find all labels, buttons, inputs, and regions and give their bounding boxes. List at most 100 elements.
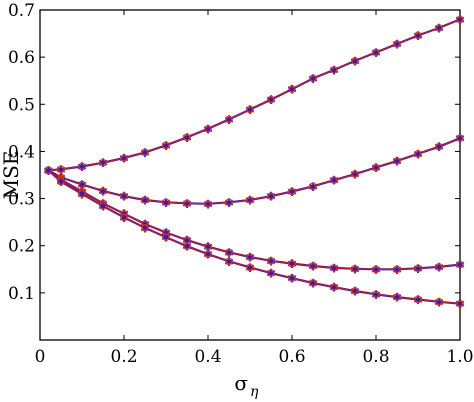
data-point-star: ✱	[245, 103, 255, 117]
data-point-star: ✱	[77, 160, 87, 174]
data-point-circle	[225, 198, 233, 207]
data-point-circle	[309, 279, 317, 287]
x-tick-label: 0.4	[194, 347, 221, 367]
data-point-circle	[414, 149, 422, 158]
data-point-star: ✱	[455, 132, 465, 146]
data-point-circle	[330, 283, 338, 292]
data-point-circle	[393, 40, 401, 48]
data-point-circle	[99, 202, 107, 210]
data-point-star: ✱	[56, 175, 66, 189]
data-point-star: ✱	[329, 174, 339, 188]
data-point-star: ✱	[56, 173, 66, 187]
data-point-star: ✱	[308, 276, 318, 290]
data-point-star: ✱	[371, 288, 381, 302]
data-point-star: ✱	[266, 254, 276, 268]
data-point-circle	[288, 274, 296, 283]
y-tick-label: 0.3	[8, 190, 35, 210]
data-point-circle	[99, 199, 107, 208]
data-point-circle	[78, 180, 86, 189]
data-point-star: ✱	[224, 113, 234, 127]
data-point-star: ✱	[43, 164, 53, 178]
data-point-circle	[435, 263, 443, 271]
y-tick-label: 0.1	[8, 284, 35, 304]
data-point-circle	[57, 165, 65, 174]
data-point-circle	[141, 220, 149, 228]
data-point-star: ✱	[245, 261, 255, 275]
data-point-circle	[120, 213, 128, 222]
data-point-star: ✱	[203, 248, 213, 262]
data-point-circle	[288, 85, 296, 94]
data-point-circle	[57, 173, 65, 182]
data-point-star: ✱	[98, 185, 108, 199]
data-point-circle	[393, 265, 401, 274]
data-point-circle	[267, 269, 275, 277]
data-point-star: ✱	[140, 146, 150, 160]
data-point-star: ✱	[98, 156, 108, 170]
data-point-star: ✱	[392, 37, 402, 51]
data-point-star: ✱	[308, 72, 318, 86]
data-point-star: ✱	[182, 131, 192, 145]
data-point-circle	[204, 242, 212, 251]
data-point-star: ✱	[287, 83, 297, 97]
data-point-circle	[309, 262, 317, 270]
series-line-overlay-4	[48, 169, 461, 305]
data-point-circle	[225, 257, 233, 266]
series-markers: ✱ ✱ ✱ ✱ ✱ ✱ ✱ ✱ ✱ ✱ ✱ ✱ ✱ ✱ ✱ ✱ ✱ ✱ ✱ ✱ ✱ ✱ ✱ ✱ ✱ ✱ ✱ ✱ ✱ ✱ ✱ ✱ ✱ ✱ ✱ ✱ ✱ ✱ ✱ ✱…	[43, 13, 465, 311]
data-point-circle	[246, 196, 254, 204]
data-point-star: ✱	[182, 234, 192, 248]
data-point-circle	[78, 187, 86, 196]
data-point-star: ✱	[224, 196, 234, 210]
data-point-circle	[288, 187, 296, 196]
data-point-circle	[309, 74, 317, 83]
y-tick-label: 0.7	[8, 1, 35, 21]
data-point-star: ✱	[43, 164, 53, 178]
data-point-star: ✱	[161, 139, 171, 153]
data-point-star: ✱	[98, 200, 108, 214]
data-point-circle	[162, 141, 170, 150]
data-point-circle	[141, 196, 149, 204]
data-point-star: ✱	[266, 190, 276, 204]
data-point-circle	[393, 157, 401, 165]
data-point-circle	[372, 265, 380, 274]
data-point-star: ✱	[371, 46, 381, 60]
data-point-circle	[78, 190, 86, 198]
data-point-circle	[393, 293, 401, 301]
data-point-star: ✱	[308, 180, 318, 194]
data-point-star: ✱	[77, 187, 87, 201]
data-point-star: ✱	[413, 29, 423, 43]
data-point-star: ✱	[56, 163, 66, 177]
data-point-circle	[267, 95, 275, 104]
data-point-star: ✱	[434, 21, 444, 35]
data-point-star: ✱	[455, 258, 465, 272]
data-point-star: ✱	[119, 211, 129, 225]
data-point-star: ✱	[329, 281, 339, 295]
data-point-star: ✱	[245, 251, 255, 265]
data-point-circle	[351, 265, 359, 273]
data-point-star: ✱	[434, 140, 444, 154]
data-point-circle	[204, 199, 212, 208]
data-point-star: ✱	[287, 257, 297, 271]
data-point-circle	[372, 48, 380, 57]
data-point-circle	[372, 163, 380, 172]
data-point-star: ✱	[392, 291, 402, 305]
data-point-circle	[330, 66, 338, 74]
data-point-star: ✱	[182, 197, 192, 211]
data-point-star: ✱	[371, 263, 381, 277]
data-point-circle	[456, 260, 464, 269]
data-point-star: ✱	[224, 246, 234, 260]
data-point-star: ✱	[287, 272, 297, 286]
data-point-star: ✱	[455, 297, 465, 311]
x-tick-label: 0.2	[110, 347, 137, 367]
data-point-star: ✱	[182, 240, 192, 254]
data-point-star: ✱	[413, 293, 423, 307]
data-point-circle	[246, 253, 254, 261]
data-point-circle	[225, 115, 233, 124]
data-point-circle	[330, 264, 338, 272]
data-point-circle	[330, 176, 338, 184]
x-tick-label: 0.8	[362, 347, 389, 367]
series-line-overlay-2	[48, 137, 461, 205]
data-point-star: ✱	[203, 122, 213, 136]
data-point-star: ✱	[308, 259, 318, 273]
data-point-circle	[183, 133, 191, 142]
y-axis-title: MSE	[0, 151, 23, 200]
